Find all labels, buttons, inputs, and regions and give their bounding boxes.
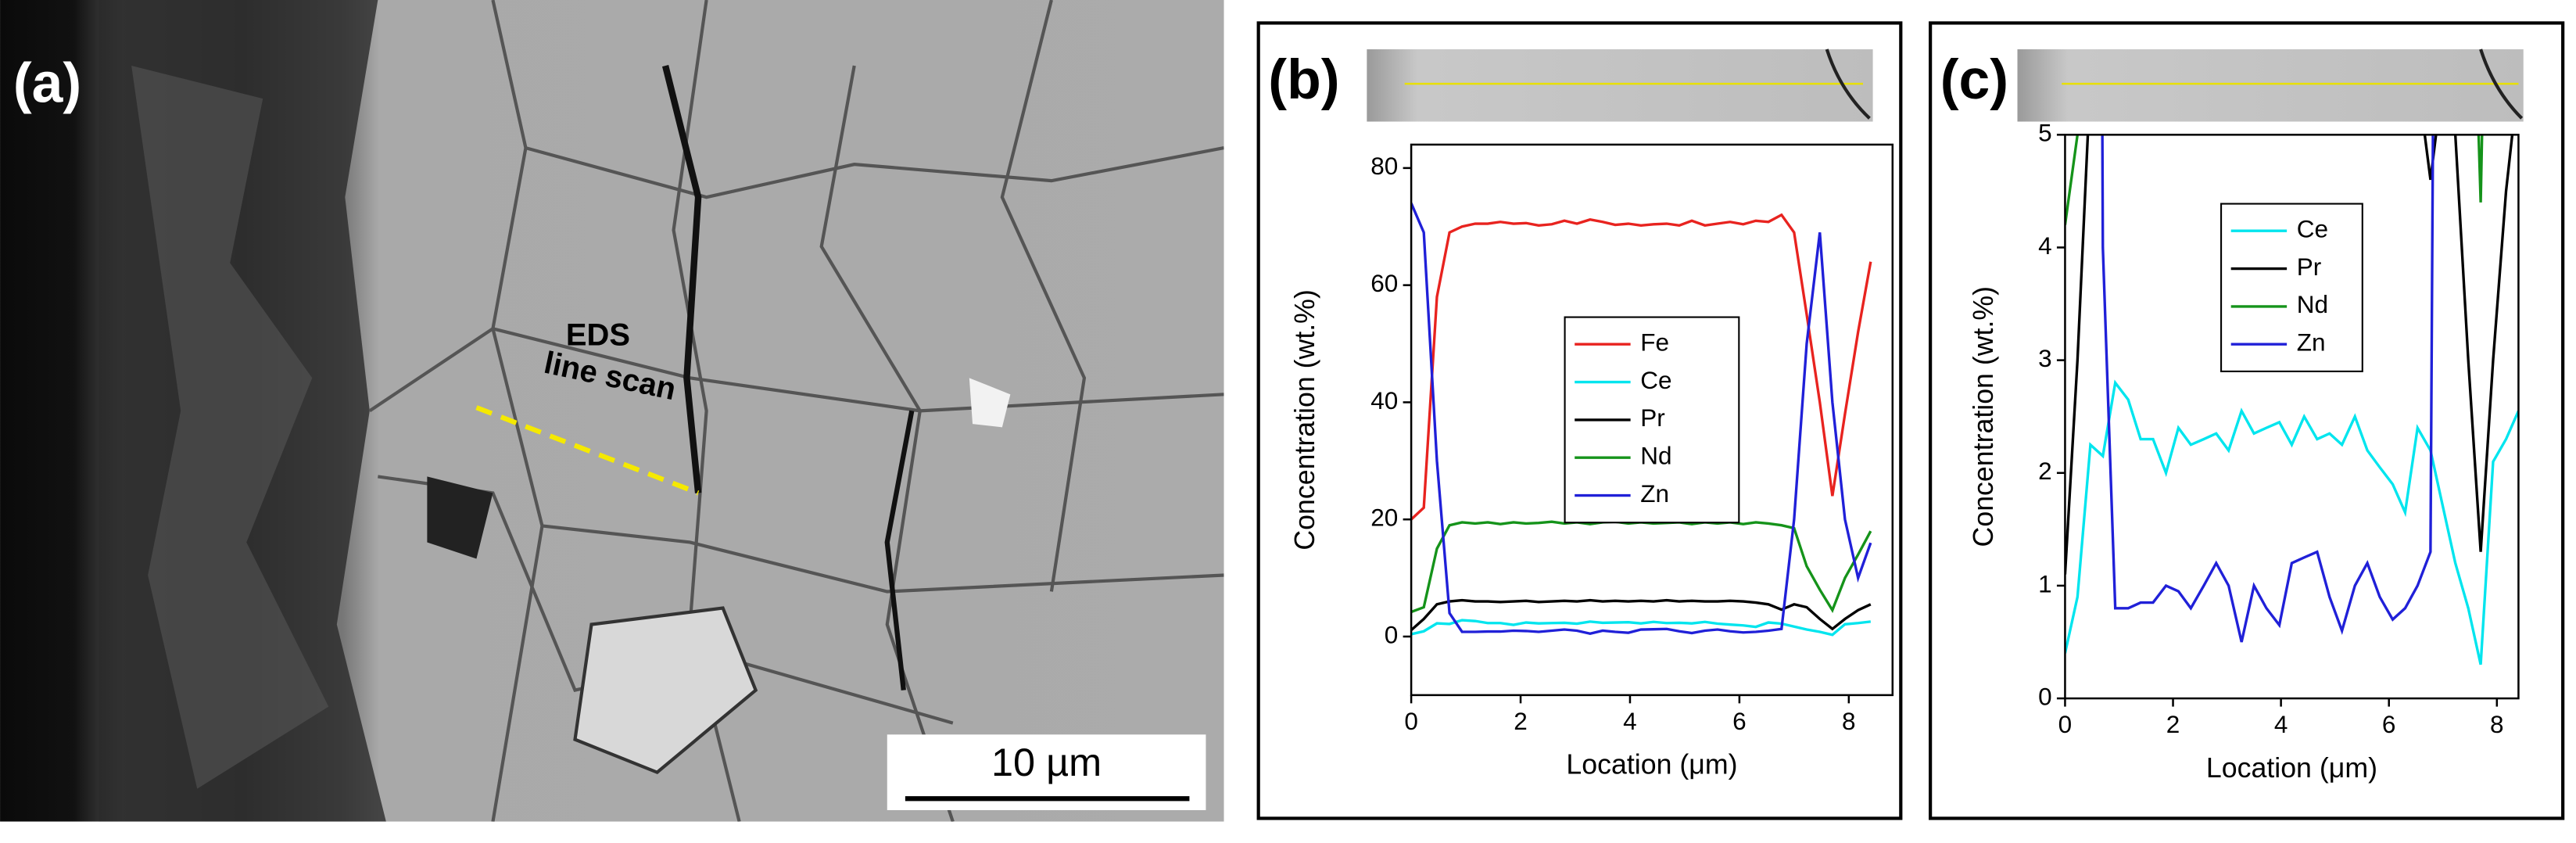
panel-label: (b) — [1268, 48, 1339, 111]
x-tick-label: 2 — [1514, 707, 1528, 735]
legend-label: Pr — [1640, 404, 1665, 432]
data-line — [2101, 135, 2434, 643]
x-axis-label: Location (μm) — [2206, 752, 2377, 784]
data-line — [1411, 619, 1872, 637]
x-axis-label: Location (μm) — [1566, 749, 1737, 780]
scale-bar-label: 10 µm — [991, 740, 1102, 784]
y-tick-label: 80 — [1370, 152, 1398, 180]
legend-label: Zn — [1640, 479, 1669, 508]
y-tick-label: 20 — [1370, 504, 1398, 532]
y-tick-label: 1 — [2038, 569, 2052, 597]
data-line — [1411, 598, 1872, 632]
x-tick-label: 8 — [1842, 707, 1856, 735]
panel-label: (c) — [1940, 48, 2008, 111]
data-line — [1411, 213, 1872, 521]
annotation: EDS — [566, 317, 630, 352]
x-tick-label: 6 — [2382, 710, 2396, 738]
legend-box — [2220, 203, 2363, 372]
x-tick-label: 0 — [1404, 707, 1418, 735]
legend-label: Ce — [2297, 215, 2328, 243]
y-tick-label: 3 — [2038, 344, 2052, 372]
x-tick-label: 6 — [1732, 707, 1747, 735]
line-scan-strip — [1367, 48, 2524, 122]
y-tick-label: 5 — [2038, 119, 2052, 147]
legend-label: Nd — [2297, 290, 2328, 318]
y-axis-label: Concentration (wt.%) — [1968, 286, 1999, 547]
y-tick-label: 2 — [2038, 457, 2052, 485]
legend-label: Ce — [1640, 366, 1671, 394]
x-tick-label: 2 — [2166, 710, 2180, 738]
y-tick-label: 0 — [1385, 620, 1399, 648]
legend-label: Fe — [1640, 328, 1669, 357]
plot-lines — [2065, 135, 2519, 665]
legend-label: Pr — [2297, 253, 2322, 281]
x-tick-label: 4 — [2274, 710, 2288, 738]
legend-label: Zn — [2297, 328, 2326, 357]
y-tick-label: 0 — [2038, 682, 2052, 710]
legend-label: Nd — [1640, 442, 1671, 470]
data-line — [1411, 203, 1872, 635]
data-line — [2065, 379, 2519, 665]
x-tick-label: 0 — [2058, 710, 2073, 738]
y-tick-label: 40 — [1370, 386, 1398, 414]
y-axis-label: Concentration (wt.%) — [1289, 289, 1320, 551]
y-tick-label: 4 — [2038, 231, 2052, 260]
plot-frame — [1410, 143, 1894, 697]
sem-image — [0, 0, 1224, 822]
x-tick-label: 4 — [1623, 707, 1637, 735]
x-tick-label: 8 — [2490, 710, 2504, 738]
plot-frame — [2064, 134, 2520, 700]
panel-label: (a) — [13, 52, 81, 114]
y-tick-label: 60 — [1370, 269, 1398, 297]
